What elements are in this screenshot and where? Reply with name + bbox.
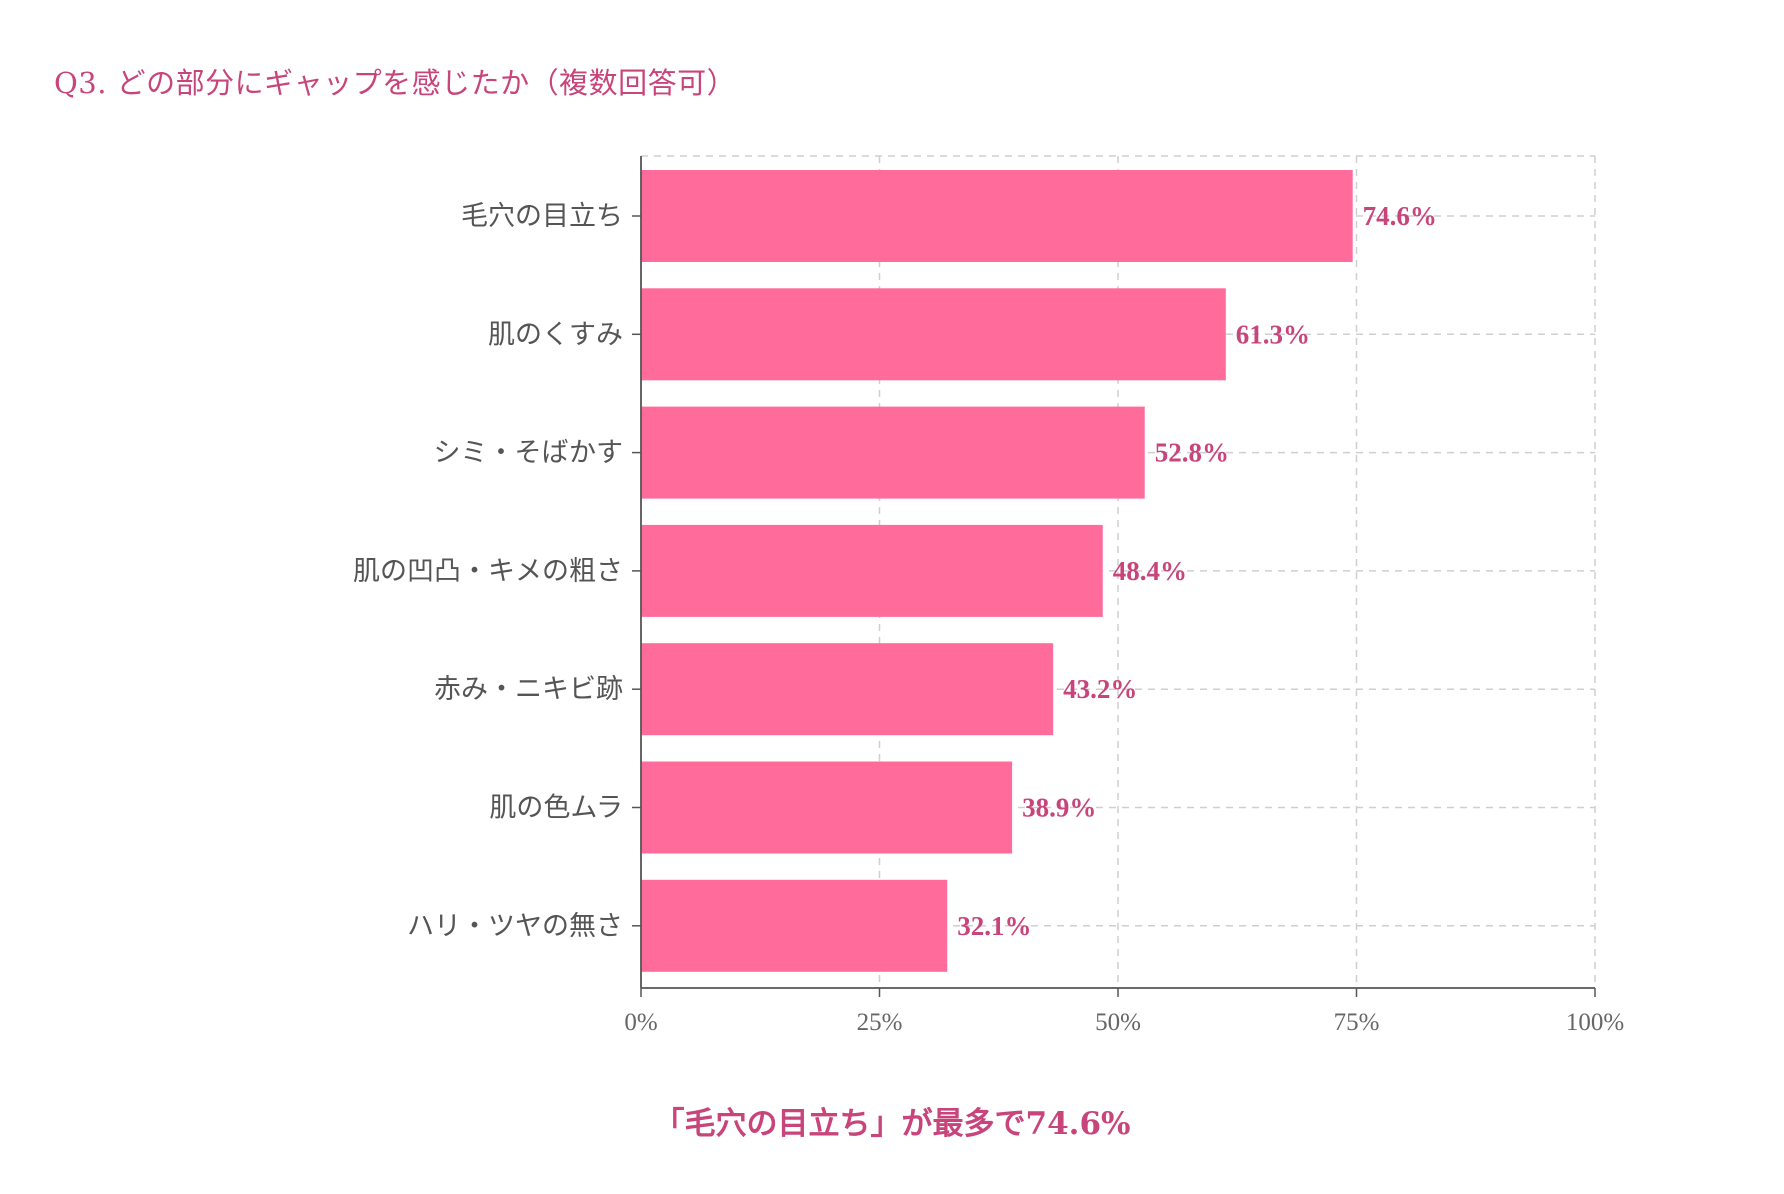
bar — [641, 643, 1054, 736]
bar-value-label: 61.3% — [1236, 319, 1310, 349]
bar — [641, 170, 1353, 262]
chart-title: Q3. どの部分にギャップを感じたか（複数回答可） — [54, 66, 737, 100]
category-label: 毛穴の目立ち — [461, 201, 623, 232]
bar — [641, 288, 1226, 381]
bar-value-label: 32.1% — [957, 911, 1031, 941]
bar-value-label: 52.8% — [1155, 438, 1229, 468]
category-label: 肌の色ムラ — [489, 793, 623, 824]
category-label: ハリ・ツヤの無さ — [407, 911, 623, 942]
bar-value-label: 48.4% — [1113, 556, 1187, 586]
bar — [641, 879, 948, 972]
category-label: 肌のくすみ — [488, 319, 623, 350]
x-tick-label: 25% — [857, 1009, 903, 1036]
axes — [632, 156, 1596, 997]
bar — [641, 406, 1145, 499]
x-tick-label: 50% — [1095, 1009, 1141, 1036]
labels: 74.6% 毛穴の目立ち 61.3% 肌のくすみ 52.8% シミ・そばかす 48.4% 肌の… — [353, 201, 1624, 1036]
bar-value-label: 74.6% — [1363, 201, 1437, 231]
x-tick-label: 0% — [624, 1009, 657, 1036]
category-label: 肌の凹凸・キメの粗さ — [353, 556, 623, 587]
category-label: シミ・そばかす — [433, 438, 623, 469]
bar — [641, 524, 1103, 617]
x-tick-label: 75% — [1334, 1009, 1380, 1036]
chart-footer-note: 「毛穴の目立ち」が最多で74.6% — [653, 1106, 1131, 1142]
bar-value-label: 38.9% — [1022, 793, 1096, 823]
bar-value-label: 43.2% — [1063, 674, 1137, 704]
bars — [641, 170, 1353, 972]
category-label: 赤み・ニキビ跡 — [434, 674, 623, 705]
bar — [641, 761, 1013, 854]
x-tick-label: 100% — [1566, 1009, 1624, 1036]
